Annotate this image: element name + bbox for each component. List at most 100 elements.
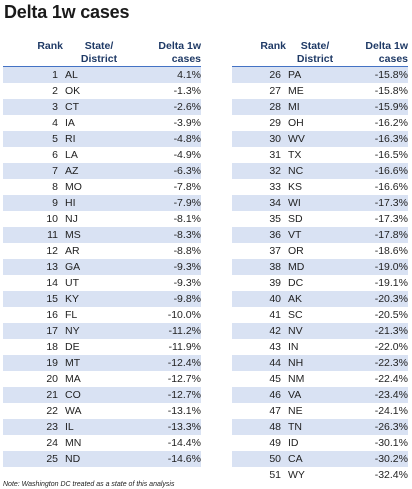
- state-cell: IL: [63, 419, 135, 435]
- rank-cell: 21: [3, 387, 63, 403]
- state-cell: WA: [65, 405, 82, 417]
- delta-cell: -16.3%: [344, 131, 408, 147]
- delta-cell: -11.9%: [168, 341, 202, 353]
- table-header-row: Rank State/ District Delta 1w cases: [3, 40, 201, 67]
- table-row: 3 CT -2.6%: [3, 99, 201, 115]
- rank-header-label: Rank: [37, 40, 63, 52]
- table-row: 31 TX -16.5%: [232, 147, 408, 163]
- delta-cell: -12.4%: [135, 355, 201, 371]
- state-cell: MS: [63, 227, 135, 243]
- state-cell: RI: [63, 131, 135, 147]
- state-cell: GA: [63, 259, 135, 275]
- delta-cell: -17.3%: [344, 195, 408, 211]
- table-row: 15 KY -9.8%: [3, 291, 201, 307]
- state-cell: KS: [288, 181, 303, 193]
- rank-cell: 47: [269, 405, 281, 417]
- rank-cell: 10: [46, 213, 58, 225]
- delta-cell: -8.1%: [173, 213, 201, 225]
- state-cell: WY: [288, 469, 305, 481]
- delta-cell: -20.5%: [374, 309, 408, 321]
- table-row: 17 NY -11.2%: [3, 323, 201, 339]
- table-row: 27 ME -15.8%: [232, 83, 408, 99]
- delta-header-label: Delta 1w: [365, 40, 408, 52]
- rank-cell: 31: [269, 149, 281, 161]
- state-cell: WI: [286, 195, 344, 211]
- delta-cell: -8.3%: [135, 227, 201, 243]
- ranking-table-right-body: 26 PA -15.8% 27 ME -15.8% 28 MI -15.9% 29 OH -16.2%…: [232, 66, 408, 484]
- delta-cell: -15.8%: [374, 85, 408, 97]
- table-row: 20 MA -12.7%: [3, 371, 201, 387]
- rank-cell: 44: [232, 355, 286, 371]
- delta-cell: -15.9%: [344, 99, 408, 115]
- state-cell: PA: [286, 66, 344, 83]
- table-row: 9 HI -7.9%: [3, 195, 201, 211]
- delta-cell: -16.6%: [344, 163, 408, 179]
- rank-cell: 32: [232, 163, 286, 179]
- rank-header-label: Rank: [260, 40, 286, 52]
- rank-cell: 29: [269, 117, 281, 129]
- table-row: 12 AR -8.8%: [3, 243, 201, 259]
- rank-cell: 1: [3, 66, 63, 83]
- ranking-table-left: Rank State/ District Delta 1w cases 1 AL 4…: [3, 40, 201, 467]
- state-cell: AR: [65, 245, 80, 257]
- table-row: 33 KS -16.6%: [232, 179, 408, 195]
- delta-cell: -9.8%: [135, 291, 201, 307]
- rank-column-header: Rank: [3, 40, 63, 67]
- table-row: 50 CA -30.2%: [232, 451, 408, 467]
- state-cell: ID: [288, 437, 299, 449]
- table-row: 13 GA -9.3%: [3, 259, 201, 275]
- delta-cell: -18.6%: [374, 245, 408, 257]
- delta-cell: -19.1%: [374, 277, 408, 289]
- table-row: 29 OH -16.2%: [232, 115, 408, 131]
- delta-cell: -15.8%: [344, 66, 408, 83]
- table-row: 38 MD -19.0%: [232, 259, 408, 275]
- table-row: 44 NH -22.3%: [232, 355, 408, 371]
- state-cell: MA: [65, 373, 81, 385]
- rank-cell: 30: [232, 131, 286, 147]
- state-header-label: State/: [300, 40, 330, 52]
- rank-cell: 17: [3, 323, 63, 339]
- rank-cell: 35: [269, 213, 281, 225]
- delta-cell: -13.1%: [167, 405, 201, 417]
- table-row: 5 RI -4.8%: [3, 131, 201, 147]
- delta-cell: -9.3%: [173, 277, 201, 289]
- state-cell: UT: [65, 277, 79, 289]
- delta-cell: -8.8%: [173, 245, 201, 257]
- delta-cell: -30.1%: [374, 437, 408, 449]
- delta-column-header: Delta 1w cases: [135, 40, 201, 67]
- state-cell: NY: [63, 323, 135, 339]
- delta-cell: -3.9%: [173, 117, 201, 129]
- state-cell: CT: [63, 99, 135, 115]
- state-cell: NM: [288, 373, 305, 385]
- rank-cell: 38: [232, 259, 286, 275]
- state-cell: VA: [286, 387, 344, 403]
- rank-cell: 5: [3, 131, 63, 147]
- table-row: 11 MS -8.3%: [3, 227, 201, 243]
- table-row: 1 AL 4.1%: [3, 66, 201, 83]
- rank-cell: 41: [269, 309, 281, 321]
- delta-cell: -22.3%: [344, 355, 408, 371]
- state-cell: VT: [286, 227, 344, 243]
- delta-cell: -2.6%: [135, 99, 201, 115]
- table-row: 39 DC -19.1%: [232, 275, 408, 291]
- state-cell: KY: [63, 291, 135, 307]
- delta-cell: -17.3%: [374, 213, 408, 225]
- state-cell: OK: [65, 85, 81, 97]
- state-cell: WV: [286, 131, 344, 147]
- state-cell: AK: [286, 291, 344, 307]
- rank-cell: 15: [3, 291, 63, 307]
- rank-cell: 34: [232, 195, 286, 211]
- rank-cell: 6: [52, 149, 58, 161]
- delta-cell: -4.9%: [173, 149, 201, 161]
- rank-cell: 45: [269, 373, 281, 385]
- table-row: 18 DE -11.9%: [3, 339, 201, 355]
- state-cell: DC: [288, 277, 304, 289]
- delta-cell: -22.0%: [374, 341, 408, 353]
- delta-cell: -16.5%: [374, 149, 408, 161]
- state-cell: DE: [65, 341, 80, 353]
- delta-cell: -17.8%: [344, 227, 408, 243]
- state-column-header: State/ District: [63, 40, 135, 67]
- rank-cell: 51: [269, 469, 281, 481]
- delta-cell: -9.3%: [135, 259, 201, 275]
- table-row: 48 TN -26.3%: [232, 419, 408, 435]
